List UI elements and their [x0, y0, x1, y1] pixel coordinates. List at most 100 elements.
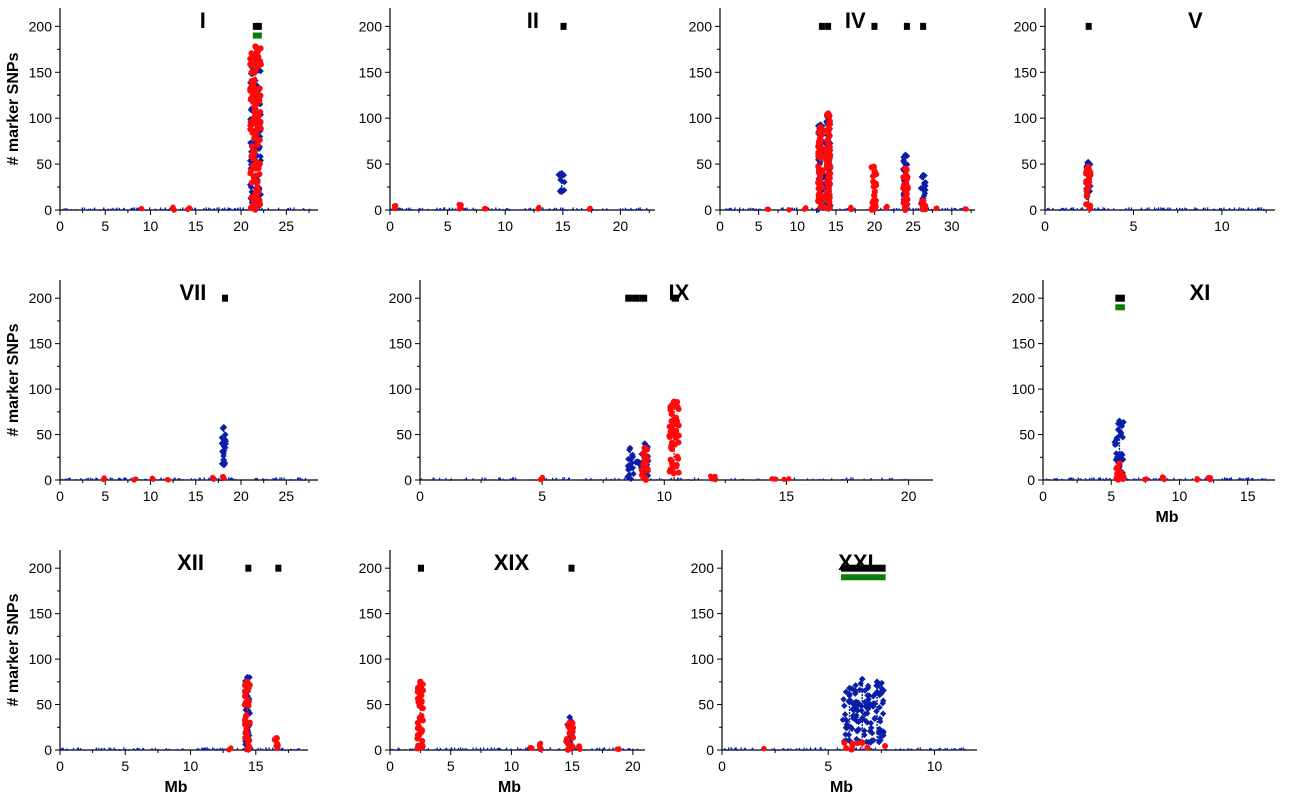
snp-point — [1084, 185, 1091, 192]
baseline-snp-mark — [697, 478, 700, 480]
baseline-snp-mark — [167, 748, 169, 750]
snp-point — [847, 206, 853, 212]
baseline-snp-mark — [528, 208, 530, 210]
baseline-snp-mark — [398, 749, 400, 751]
baseline-snp-mark — [308, 479, 310, 481]
snp-point — [875, 729, 883, 736]
baseline-snp-mark — [549, 747, 552, 750]
baseline-snp-mark — [1096, 208, 1098, 210]
baseline-snp-mark — [902, 748, 905, 750]
baseline-snp-mark — [216, 748, 218, 750]
baseline-snp-mark — [1048, 479, 1051, 481]
x-tick-label: 15 — [1240, 488, 1256, 504]
baseline-snp-mark — [1240, 478, 1242, 480]
snp-point — [222, 431, 229, 438]
baseline-snp-mark — [201, 747, 203, 750]
x-tick-label: 20 — [613, 218, 629, 234]
baseline-snp-mark — [81, 207, 83, 210]
baseline-snp-mark — [730, 748, 732, 750]
baseline-snp-mark — [610, 209, 612, 211]
x-axis-title: Mb — [830, 779, 853, 796]
baseline-snp-mark — [1245, 477, 1248, 480]
baseline-snp-mark — [871, 748, 873, 750]
baseline-snp-mark — [744, 747, 746, 750]
baseline-snp-mark — [292, 749, 295, 751]
snp-point — [222, 444, 229, 451]
snp-point — [900, 158, 907, 166]
baseline-snp-mark — [484, 477, 486, 480]
baseline-snp-mark — [1226, 477, 1228, 480]
baseline-snp-mark — [473, 749, 476, 751]
snp-point — [483, 206, 489, 212]
baseline-snp-mark — [119, 749, 121, 751]
y-tick-label: 200 — [689, 18, 713, 34]
baseline-snp-mark — [174, 478, 177, 480]
baseline-snp-mark — [835, 209, 838, 211]
baseline-snp-mark — [1122, 209, 1124, 211]
baseline-snp-mark — [1219, 207, 1221, 210]
baseline-snp-mark — [281, 209, 283, 211]
x-tick-label: 15 — [188, 488, 204, 504]
baseline-snp-mark — [1052, 207, 1054, 210]
baseline-snp-mark — [843, 208, 845, 210]
snp-point — [416, 730, 423, 737]
locus-marker-black — [417, 564, 424, 572]
baseline-snp-mark — [502, 479, 504, 481]
snp-point — [963, 206, 969, 212]
baseline-snp-mark — [194, 479, 196, 481]
baseline-snp-mark — [623, 477, 626, 480]
baseline-snp-mark — [923, 749, 925, 751]
baseline-snp-mark — [678, 478, 680, 480]
baseline-snp-mark — [1055, 479, 1058, 481]
baseline-snp-mark — [734, 477, 736, 480]
baseline-snp-mark — [259, 747, 262, 750]
snp-point — [254, 142, 261, 149]
baseline-snp-mark — [164, 207, 166, 210]
locus-marker-black — [871, 22, 878, 30]
snp-point — [903, 203, 910, 210]
baseline-snp-mark — [70, 208, 72, 210]
baseline-snp-mark — [1150, 479, 1152, 481]
locus-marker-black — [632, 294, 640, 302]
snp-peak-point — [920, 197, 927, 205]
baseline-snp-mark — [622, 208, 624, 210]
baseline-snp-mark — [215, 478, 218, 480]
snp-peak-point — [1085, 163, 1092, 171]
snp-point — [875, 682, 882, 689]
baseline-snp-mark — [118, 207, 121, 210]
snp-point — [570, 734, 577, 741]
baseline-snp-mark — [411, 208, 413, 210]
baseline-snp-mark — [204, 209, 206, 211]
snp-point — [418, 698, 425, 705]
snp-point — [139, 206, 145, 212]
baseline-snp-mark — [390, 748, 392, 750]
baseline-snp-mark — [1065, 207, 1067, 210]
baseline-snp-mark — [563, 208, 565, 210]
baseline-snp-mark — [132, 207, 134, 210]
x-tick-label: 5 — [121, 758, 129, 774]
baseline-snp-mark — [565, 209, 567, 211]
baseline-snp-mark — [162, 478, 165, 480]
baseline-snp-mark — [1223, 477, 1226, 480]
baseline-snp-mark — [898, 208, 900, 210]
baseline-snp-mark — [1262, 479, 1264, 481]
y-tick-label: 200 — [359, 18, 383, 34]
baseline-snp-mark — [251, 747, 254, 750]
baseline-snp-mark — [303, 479, 305, 481]
chart-panel-XIX: 0 50 100 150 200 0 5 10 15 20 XIX Mb — [359, 550, 645, 796]
snp-point — [878, 685, 886, 692]
snp-point — [570, 724, 577, 731]
baseline-snp-mark — [891, 208, 894, 210]
baseline-snp-mark — [91, 478, 94, 480]
baseline-snp-mark — [275, 478, 277, 480]
x-tick-label: 0 — [718, 758, 726, 774]
baseline-snp-mark — [787, 748, 789, 750]
baseline-snp-mark — [123, 749, 125, 751]
baseline-snp-mark — [1247, 477, 1250, 480]
baseline-snp-mark — [854, 748, 857, 750]
baseline-snp-mark — [1247, 207, 1249, 210]
snp-point — [565, 746, 572, 753]
baseline-snp-mark — [436, 207, 438, 210]
baseline-snp-mark — [785, 208, 787, 210]
locus-marker-black — [825, 22, 832, 30]
